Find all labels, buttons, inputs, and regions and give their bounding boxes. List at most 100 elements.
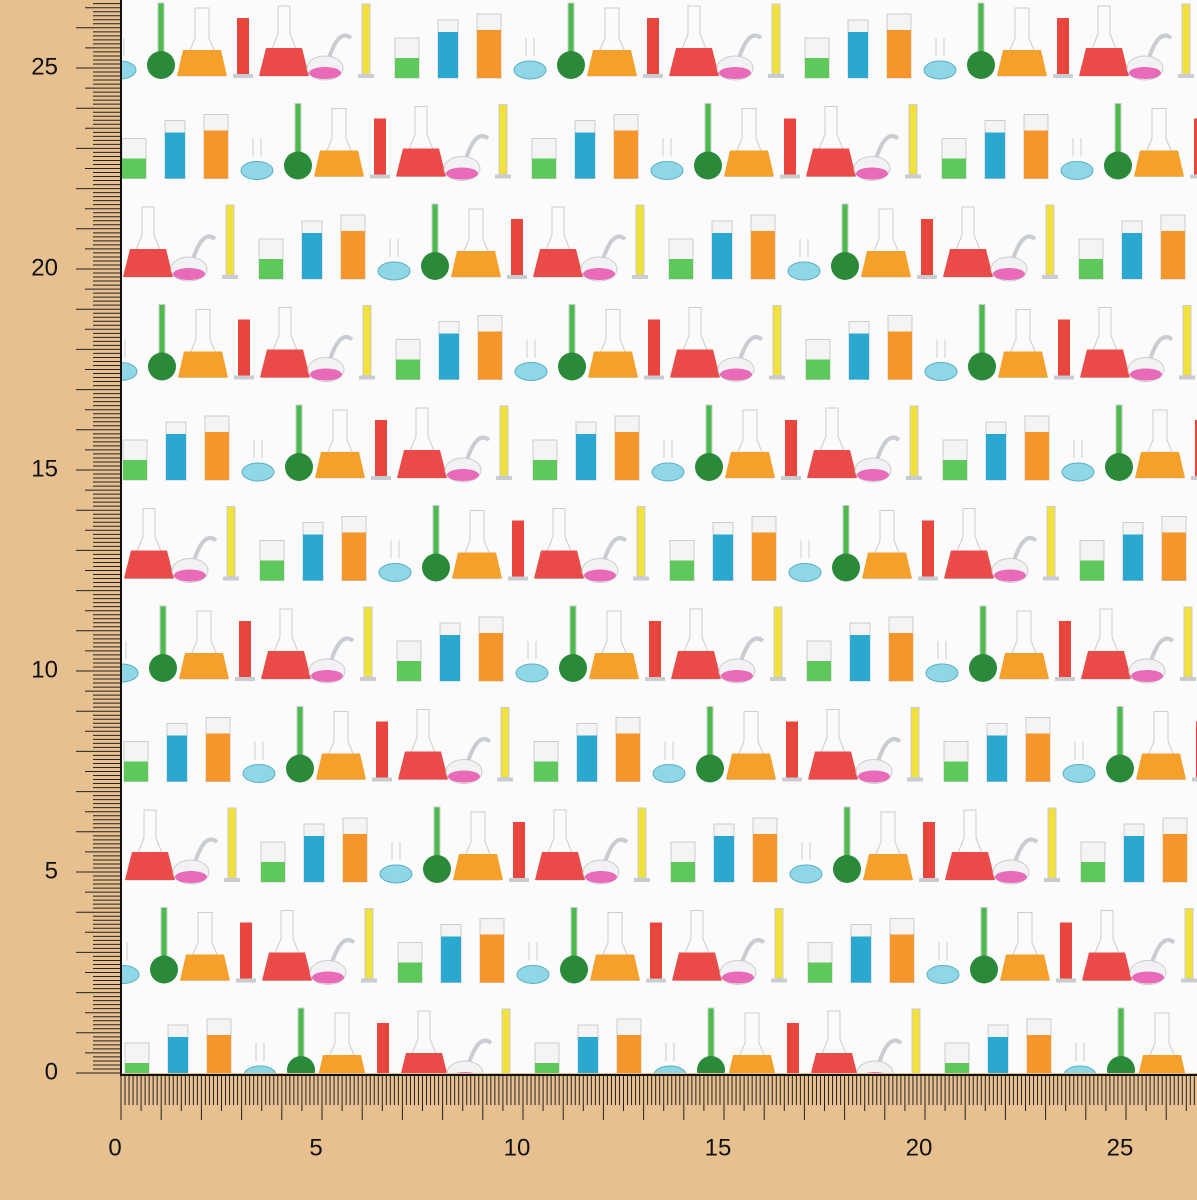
beaker — [851, 936, 871, 983]
cylinder — [1182, 305, 1192, 376]
beaker — [808, 962, 832, 983]
cylinder — [1057, 18, 1069, 74]
beaker — [122, 158, 146, 179]
round-flask — [969, 654, 997, 682]
beaker — [849, 333, 869, 380]
beaker — [670, 560, 694, 581]
retort — [875, 435, 901, 461]
erlenmeyer — [862, 552, 912, 579]
cylinder — [1045, 204, 1055, 276]
bowl-flask — [788, 563, 822, 582]
cylinder — [637, 807, 647, 879]
cylinder — [911, 1008, 921, 1073]
beaker — [304, 836, 324, 882]
erlenmeyer — [724, 150, 774, 177]
cylinder — [646, 978, 666, 983]
bowl-flask — [926, 965, 960, 984]
bowl-flask — [240, 161, 274, 180]
cylinder — [374, 118, 386, 175]
beaker — [441, 936, 461, 983]
cylinder — [1046, 506, 1056, 577]
cylinder — [363, 606, 373, 678]
beaker — [123, 460, 147, 480]
beaker — [165, 132, 185, 179]
beaker — [805, 58, 829, 78]
beaker — [848, 32, 868, 78]
retort — [1130, 368, 1162, 381]
retort — [994, 569, 1026, 582]
x-ruler-label: 10 — [504, 1134, 531, 1161]
retort — [173, 268, 205, 280]
retort — [465, 435, 491, 461]
erlenmeyer — [261, 651, 311, 679]
erlenmeyer — [318, 1055, 366, 1073]
erlenmeyer — [125, 852, 175, 880]
cylinder — [650, 922, 662, 979]
beaker — [260, 560, 284, 581]
beaker — [438, 32, 458, 78]
erlenmeyer — [945, 852, 995, 880]
cylinder — [1179, 375, 1195, 380]
cylinder — [785, 420, 797, 476]
beaker — [479, 633, 503, 681]
round-flask — [150, 955, 178, 984]
cylinder — [771, 978, 787, 983]
y-ruler-label: 20 — [31, 254, 58, 281]
beaker — [398, 962, 422, 983]
cylinder — [772, 305, 782, 376]
cylinder — [1180, 677, 1196, 681]
cylinder — [372, 777, 392, 782]
round-flask — [967, 51, 995, 79]
cylinder — [512, 520, 524, 577]
cylinder — [635, 204, 645, 276]
beaker — [887, 30, 911, 78]
cylinder — [908, 104, 918, 175]
bowl-flask — [653, 1065, 687, 1073]
cylinder — [787, 1023, 799, 1073]
retort — [602, 536, 628, 562]
cylinder — [1195, 420, 1197, 476]
retort — [312, 971, 344, 984]
erlenmeyer — [401, 1053, 447, 1073]
x-ruler-label: 0 — [108, 1134, 121, 1161]
round-flask — [1105, 453, 1133, 481]
cylinder — [1192, 777, 1197, 782]
cylinder — [375, 420, 387, 476]
bowl-flask — [1061, 462, 1095, 482]
round-flask — [831, 252, 859, 280]
beaker — [615, 432, 639, 480]
retort — [191, 234, 217, 260]
beaker — [576, 434, 596, 480]
beaker — [341, 231, 365, 279]
x-ruler-label: 20 — [906, 1134, 933, 1161]
erlenmeyer — [124, 550, 174, 579]
cylinder — [1043, 576, 1059, 581]
bowl-flask — [515, 663, 549, 683]
cylinder — [371, 476, 391, 480]
retort — [175, 871, 207, 883]
beaker — [204, 130, 228, 179]
cylinder — [360, 677, 376, 681]
cylinder — [222, 275, 238, 279]
cylinder — [1059, 621, 1071, 677]
cylinder — [239, 621, 251, 677]
cylinder — [773, 606, 783, 678]
beaker — [1025, 432, 1049, 480]
round-flask — [422, 553, 450, 582]
beaker — [752, 532, 776, 581]
retort — [583, 268, 615, 280]
retort — [874, 134, 900, 160]
erlenmeyer — [1082, 952, 1132, 981]
cylinder — [238, 319, 250, 376]
beaker — [259, 259, 283, 279]
erlenmeyer — [1000, 954, 1050, 981]
round-flask — [560, 955, 588, 984]
cylinder — [370, 174, 390, 179]
cylinder — [1058, 319, 1070, 376]
retort — [720, 368, 752, 381]
cylinder — [1060, 922, 1072, 979]
beaker — [397, 661, 421, 681]
cylinder — [917, 275, 937, 279]
erlenmeyer — [123, 249, 173, 277]
